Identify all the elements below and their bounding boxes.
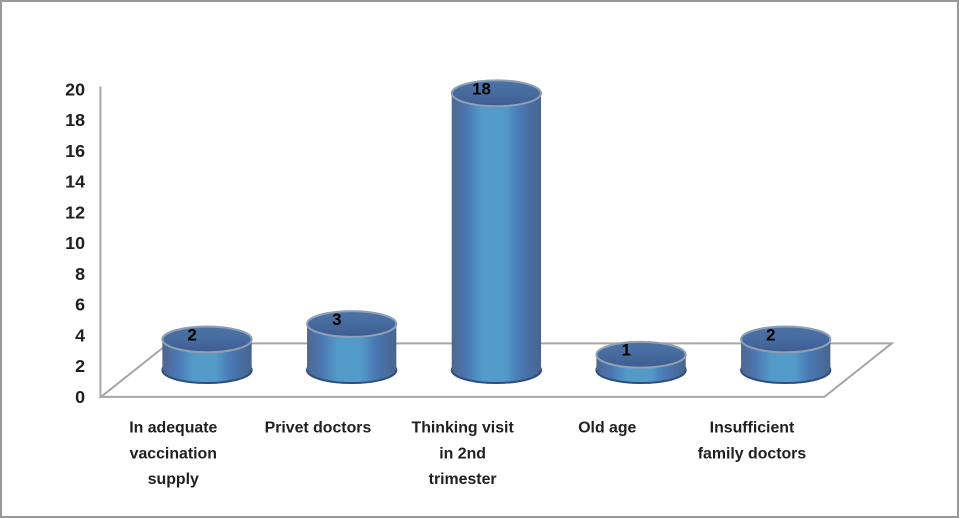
y-tick-label: 2 [75, 356, 85, 376]
bar [450, 79, 543, 385]
category-label: Privet doctors [265, 420, 372, 437]
y-tick-label: 6 [75, 295, 85, 315]
bar-value-label: 2 [187, 325, 196, 344]
category-label: Insufficient family doctors [698, 420, 807, 463]
bar [595, 340, 687, 385]
bar [740, 325, 832, 385]
y-tick-label: 12 [65, 202, 85, 222]
y-tick-label: 0 [75, 387, 85, 407]
y-tick-label: 4 [75, 325, 85, 345]
bar-value-label: 2 [766, 325, 775, 344]
category-label: Thinking visit in 2nd trimester [412, 420, 515, 489]
category-label: Old age [578, 420, 636, 437]
y-tick-label: 20 [65, 79, 85, 99]
y-tick-label: 18 [65, 110, 85, 130]
y-tick-label: 8 [75, 264, 85, 284]
y-tick-label: 10 [65, 233, 85, 253]
y-tick-label: 14 [65, 172, 85, 192]
bar [161, 325, 253, 385]
bar-value-label: 3 [332, 310, 341, 329]
bar [306, 310, 398, 385]
bar-value-label: 18 [472, 79, 491, 98]
y-tick-label: 16 [65, 141, 85, 161]
chart-floor [98, 342, 895, 398]
bar-value-label: 1 [621, 341, 630, 360]
category-label: In adequate vaccination supply [129, 420, 217, 489]
